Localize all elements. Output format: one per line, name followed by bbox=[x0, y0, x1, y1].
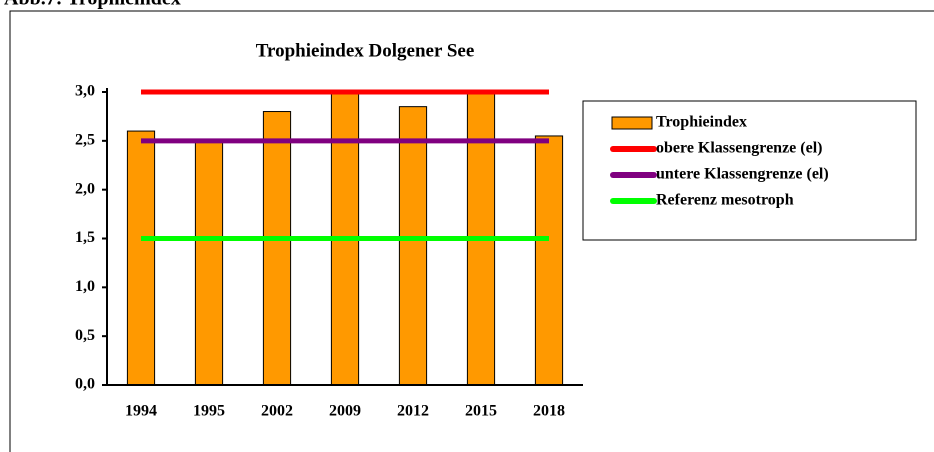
y-tick-label: 2,0 bbox=[75, 180, 95, 197]
x-tick-label: 2012 bbox=[397, 403, 429, 420]
x-tick-label: 1994 bbox=[125, 403, 157, 420]
legend-label: untere Klassengrenze (el) bbox=[656, 166, 829, 183]
legend-label: Trophieindex bbox=[656, 114, 747, 131]
bar bbox=[194, 140, 224, 386]
y-tick-label: 0,0 bbox=[75, 376, 95, 393]
bar bbox=[126, 130, 156, 386]
y-tick-label: 1,0 bbox=[75, 278, 95, 295]
y-tick-label: 2,5 bbox=[75, 132, 95, 149]
y-tick-label: 0,5 bbox=[75, 327, 95, 344]
header-title: Abb.7: Trophieindex bbox=[4, 0, 181, 10]
legend-label: Referenz mesotroph bbox=[656, 192, 794, 209]
legend-label: obere Klassengrenze (el) bbox=[656, 140, 822, 157]
x-tick-label: 2002 bbox=[261, 403, 293, 420]
x-tick-label: 2009 bbox=[329, 403, 361, 420]
bar bbox=[262, 111, 292, 386]
y-tick-label: 1,5 bbox=[75, 229, 95, 246]
x-tick-label: 2018 bbox=[533, 403, 565, 420]
frame bbox=[9, 10, 934, 452]
x-tick-label: 1995 bbox=[193, 403, 225, 420]
bar bbox=[534, 135, 564, 386]
legend-swatch bbox=[611, 116, 653, 130]
x-tick-label: 2015 bbox=[465, 403, 497, 420]
y-tick-label: 3,0 bbox=[75, 83, 95, 100]
chart-title: Trophieindex Dolgener See bbox=[256, 40, 475, 61]
bar bbox=[398, 106, 428, 386]
